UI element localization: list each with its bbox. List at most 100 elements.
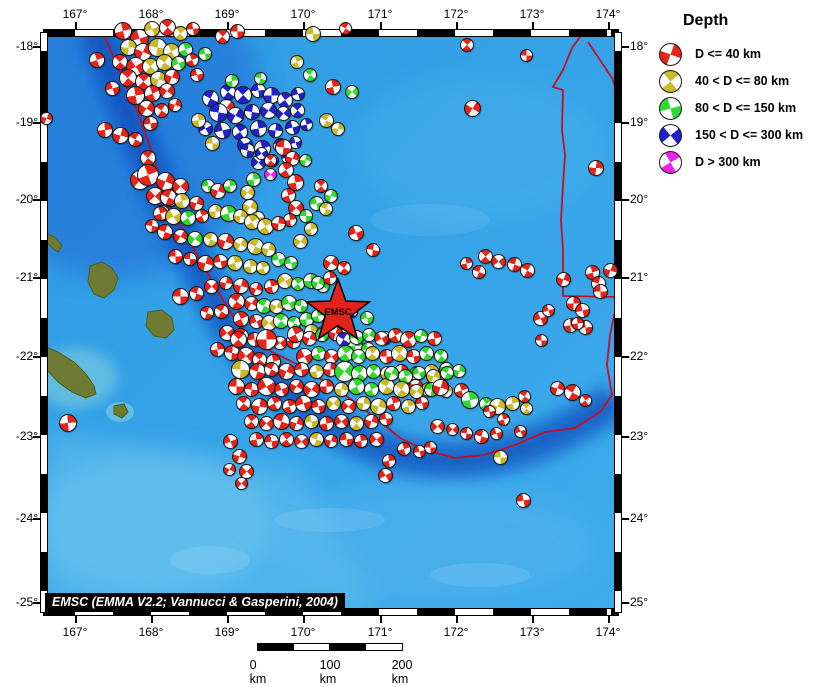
beachball-r: [325, 79, 341, 95]
beachball-b: [234, 86, 252, 104]
beachball-g: [461, 391, 479, 409]
lon-tick: [303, 615, 305, 623]
legend-title: Depth: [683, 12, 729, 29]
legend-item-g: 80 < D <= 150 km: [650, 97, 817, 121]
lon-tick: [608, 615, 610, 623]
beachball-r: [602, 262, 618, 278]
lat-tick: [33, 602, 41, 604]
lat-tick: [621, 356, 629, 358]
beachball-r: [460, 38, 474, 52]
legend-beachball-b: [659, 124, 682, 147]
legend-item-y: 40 < D <= 80 km: [650, 70, 817, 94]
frame-bottom: [44, 609, 618, 615]
boundary-line-plate-boundary-south: [606, 301, 618, 396]
beachball-r: [385, 395, 401, 411]
beachball-g: [350, 348, 366, 364]
beachball-r: [119, 69, 137, 87]
beachball-y: [232, 236, 248, 252]
beachball-r: [534, 333, 548, 347]
beachball-r: [168, 98, 182, 112]
lat-tick: [33, 199, 41, 201]
beachball-r: [97, 122, 113, 138]
beachball-b: [291, 87, 305, 101]
beachball-r: [515, 492, 531, 508]
beachball-r: [588, 160, 604, 176]
beachball-r: [137, 99, 155, 117]
lat-label-right: -19°: [626, 115, 649, 129]
lat-label-left: -21°: [15, 270, 38, 284]
frame-top: [44, 30, 618, 36]
beachball-y: [256, 261, 270, 275]
legend-item-m: D > 300 km: [650, 151, 817, 175]
beachball-r: [263, 361, 279, 377]
beachball-y: [318, 112, 334, 128]
beachball-r: [59, 414, 77, 432]
lon-label-top: 169°: [214, 7, 240, 21]
beachball-y: [504, 395, 520, 411]
beachball-b: [259, 101, 277, 119]
beachball-y: [333, 381, 349, 397]
beachball-g: [180, 210, 196, 226]
beachball-y: [308, 431, 324, 447]
beachball-y: [319, 202, 333, 216]
scalebar-label: 0 km: [249, 658, 267, 686]
lon-tick: [608, 22, 610, 30]
lat-label-left: -19°: [15, 115, 38, 129]
lon-label-bottom: 173°: [519, 625, 545, 639]
beachball-r: [39, 111, 53, 125]
beachball-r: [183, 252, 197, 266]
lat-tick: [621, 436, 629, 438]
beachball-y: [292, 233, 308, 249]
beachball-y: [392, 380, 410, 398]
beachball-y: [260, 241, 276, 257]
beachball-r: [463, 99, 481, 117]
lon-label-top: 174°: [595, 7, 621, 21]
beachball-r: [377, 467, 393, 483]
beachball-r: [273, 381, 289, 397]
beachball-r: [555, 271, 571, 287]
beachball-r: [171, 287, 189, 305]
lon-tick: [456, 22, 458, 30]
beachball-r: [541, 303, 555, 317]
beachball-g: [245, 171, 261, 187]
beachball-r: [263, 153, 277, 167]
beachball-r: [338, 431, 354, 447]
island-mare: [145, 309, 175, 339]
beachball-y: [390, 344, 408, 362]
lon-label-top: 173°: [519, 7, 545, 21]
legend-item-r: D <= 40 km: [650, 43, 817, 67]
beachball-r: [249, 282, 263, 296]
beachball-b: [249, 119, 267, 137]
seafloor-texture: [430, 563, 530, 587]
beachball-r: [578, 393, 592, 407]
beachball-r: [366, 243, 380, 257]
lat-tick: [33, 46, 41, 48]
beachball-r: [293, 361, 309, 377]
beachball-r: [172, 228, 188, 244]
beachball-y: [190, 112, 206, 128]
beachball-r: [272, 412, 290, 430]
beachball-y: [519, 401, 533, 415]
beachball-g: [198, 47, 212, 61]
beachball-r: [153, 102, 169, 118]
lat-tick: [621, 122, 629, 124]
beachball-g: [324, 189, 338, 203]
beachball-r: [333, 413, 349, 429]
legend-item-b: 150 < D <= 300 km: [650, 124, 817, 148]
lon-label-top: 170°: [290, 7, 316, 21]
lon-tick: [380, 22, 382, 30]
lat-label-right: -21°: [626, 270, 649, 284]
beachball-r: [459, 426, 473, 440]
beachball-r: [337, 261, 351, 275]
beachball-r: [288, 415, 304, 431]
frame-right: [615, 33, 621, 612]
beachball-r: [227, 292, 245, 310]
beachball-r: [563, 383, 581, 401]
beachball-r: [293, 433, 309, 449]
beachball-r: [363, 413, 379, 429]
beachball-r: [324, 434, 338, 448]
star-label: EMSC: [324, 307, 352, 318]
beachball-r: [258, 415, 274, 431]
beachball-r: [248, 431, 264, 447]
lat-tick: [621, 277, 629, 279]
